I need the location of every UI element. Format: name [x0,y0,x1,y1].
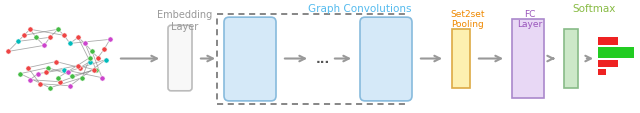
Point [13,41,23,43]
Text: ...: ... [316,53,330,65]
Point [97,77,107,79]
Bar [598,69,606,75]
Point [15,73,25,75]
Point [23,67,33,69]
Point [45,37,55,39]
Point [77,77,87,79]
Point [41,71,51,73]
Point [75,67,85,69]
Point [63,71,73,73]
Bar [564,30,578,88]
Point [85,57,95,59]
Point [3,51,13,53]
Point [89,69,99,71]
Point [33,73,43,75]
Point [31,37,41,39]
FancyBboxPatch shape [224,18,276,101]
Point [25,29,35,31]
Bar [598,38,618,46]
Bar [598,60,618,67]
FancyBboxPatch shape [168,26,192,91]
Text: Graph Convolutions: Graph Convolutions [308,4,412,14]
Bar [217,15,405,104]
Point [85,61,95,63]
Point [59,35,69,37]
Bar [452,30,470,88]
Point [73,37,83,39]
Bar [512,20,544,98]
Point [35,83,45,85]
Point [51,61,61,63]
Point [80,43,90,45]
Point [105,39,115,41]
FancyBboxPatch shape [360,18,412,101]
Point [53,29,63,31]
Text: Set2set
Pooling: Set2set Pooling [451,10,485,29]
Point [65,43,75,45]
Point [87,51,97,53]
Point [67,75,77,77]
Point [19,35,29,37]
Point [59,69,69,71]
Point [55,81,65,83]
Point [99,49,109,51]
Point [93,57,103,59]
Point [53,77,63,79]
Point [45,87,55,89]
Text: Embedding
Layer: Embedding Layer [157,10,212,31]
Point [65,85,75,87]
Point [101,59,111,61]
Point [91,69,101,71]
Point [43,67,53,69]
Point [39,45,49,47]
Text: Softmax: Softmax [572,4,616,14]
Point [25,79,35,81]
Point [73,65,83,67]
Bar [598,48,634,58]
Text: FC
Layer: FC Layer [517,10,543,29]
